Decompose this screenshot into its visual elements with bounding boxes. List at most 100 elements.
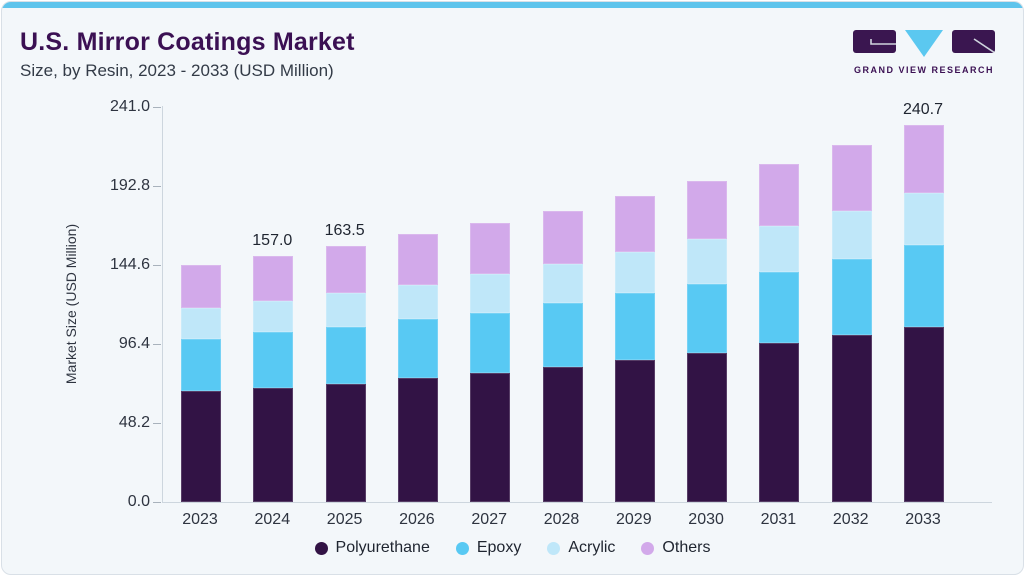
y-tick-mark (153, 344, 161, 345)
y-tick-mark (153, 107, 161, 108)
stacked-bar-2026 (397, 234, 438, 502)
bar-total-label-2033: 240.7 (902, 101, 944, 119)
legend-item-others: Others (641, 539, 710, 557)
stacked-bar-2024 (253, 256, 294, 502)
y-tick-label: 192.8 (109, 177, 150, 194)
legend-item-epoxy: Epoxy (455, 539, 521, 557)
legend-dot-icon (641, 541, 655, 555)
y-axis-title: Market Size (USD Million) (63, 223, 79, 385)
stacked-bar-2030 (687, 181, 728, 502)
bar-segment-epoxy (181, 339, 221, 392)
stacked-bar-2027 (470, 223, 511, 502)
stacked-bar-2029 (614, 196, 655, 502)
logo-r-icon (952, 30, 995, 53)
legend-item-acrylic: Acrylic (547, 539, 615, 557)
bar-segment-others (325, 246, 366, 294)
x-tick-label: 2030 (688, 511, 724, 528)
y-tick-label: 241.0 (109, 98, 150, 115)
bar-segment-epoxy (687, 284, 728, 354)
plot-area (162, 106, 992, 503)
stacked-bar-2028 (542, 211, 583, 502)
legend-dot-icon (314, 541, 328, 555)
logo-v-icon (905, 30, 943, 57)
bar-segment-epoxy (253, 332, 294, 388)
page-title: U.S. Mirror Coatings Market (20, 28, 355, 56)
bar-segment-epoxy (397, 319, 438, 379)
bar-segment-others (831, 145, 872, 212)
bar-segment-acrylic (542, 264, 583, 304)
stacked-bar-2032 (831, 145, 872, 502)
logo-shapes (853, 30, 995, 58)
y-tick-label: 48.2 (118, 414, 150, 431)
bar-segment-acrylic (253, 301, 294, 333)
bar-segment-polyurethane (397, 378, 438, 502)
x-tick-label: 2024 (254, 511, 291, 528)
bar-segment-polyurethane (470, 373, 511, 502)
bar-segment-others (253, 256, 294, 302)
bar-segment-epoxy (759, 272, 800, 344)
y-tick-mark (153, 423, 161, 424)
bar-segment-polyurethane (759, 343, 800, 502)
bar-segment-acrylic (470, 274, 511, 314)
bar-segment-epoxy (904, 245, 944, 328)
bar-segment-acrylic (904, 193, 944, 246)
bar-segment-others (542, 211, 583, 265)
logo-wordmark: GRAND VIEW RESEARCH (853, 65, 994, 75)
x-tick-label: 2031 (760, 511, 797, 528)
bar-segment-polyurethane (614, 360, 655, 502)
top-accent-bar (2, 2, 1023, 8)
bar-segment-acrylic (759, 226, 800, 273)
bar-segment-epoxy (470, 313, 511, 374)
stacked-bar-2025 (325, 246, 366, 502)
x-tick-label: 2029 (616, 511, 652, 528)
x-tick-label: 2026 (399, 511, 435, 528)
stacked-bar-2031 (759, 164, 800, 502)
bar-segment-epoxy (614, 293, 655, 361)
bar-segment-acrylic (831, 211, 872, 260)
page-subtitle: Size, by Resin, 2023 - 2033 (USD Million… (20, 61, 334, 80)
bar-segment-acrylic (687, 239, 728, 285)
legend-label: Acrylic (568, 539, 616, 556)
x-tick-label: 2033 (905, 511, 941, 528)
bar-segment-others (904, 125, 944, 194)
bar-segment-acrylic (325, 293, 366, 328)
bar-segment-polyurethane (687, 353, 728, 502)
legend-item-polyurethane: Polyurethane (314, 539, 430, 557)
bar-segment-others (397, 234, 438, 286)
bar-segment-acrylic (614, 252, 655, 294)
bar-segment-epoxy (325, 327, 366, 385)
bar-segment-acrylic (181, 308, 221, 340)
bar-segment-others (470, 223, 511, 275)
y-tick-label: 96.4 (118, 335, 150, 352)
bar-segment-acrylic (397, 285, 438, 320)
bar-segment-others (614, 196, 655, 253)
legend-dot-icon (455, 541, 469, 555)
bar-segment-epoxy (831, 259, 872, 336)
logo-g-icon (853, 30, 896, 53)
stacked-bar-2023 (181, 265, 221, 502)
bar-segment-polyurethane (253, 387, 294, 502)
bar-segment-polyurethane (831, 335, 872, 502)
chart-legend: Polyurethane Epoxy Acrylic Others (2, 539, 1023, 557)
y-tick-mark (153, 186, 161, 187)
y-tick-mark (153, 265, 161, 266)
legend-dot-icon (547, 541, 561, 555)
bar-total-label-2025: 163.5 (324, 221, 365, 239)
bar-segment-epoxy (542, 303, 583, 368)
bar-segment-others (759, 164, 800, 227)
bar-segment-others (687, 181, 728, 240)
x-tick-label: 2027 (471, 511, 507, 528)
x-tick-label: 2025 (326, 511, 363, 528)
bar-total-label-2024: 157.0 (252, 232, 293, 250)
x-tick-label: 2023 (182, 511, 218, 528)
y-tick-mark (153, 502, 161, 503)
legend-label: Polyurethane (335, 539, 430, 556)
bar-segment-polyurethane (181, 391, 221, 502)
x-tick-label: 2028 (543, 511, 580, 528)
grand-view-research-logo: GRAND VIEW RESEARCH (853, 30, 995, 75)
y-tick-label: 0.0 (127, 493, 150, 510)
bar-segment-others (181, 265, 221, 309)
x-tick-label: 2032 (832, 511, 869, 528)
y-tick-label: 144.6 (109, 256, 150, 273)
